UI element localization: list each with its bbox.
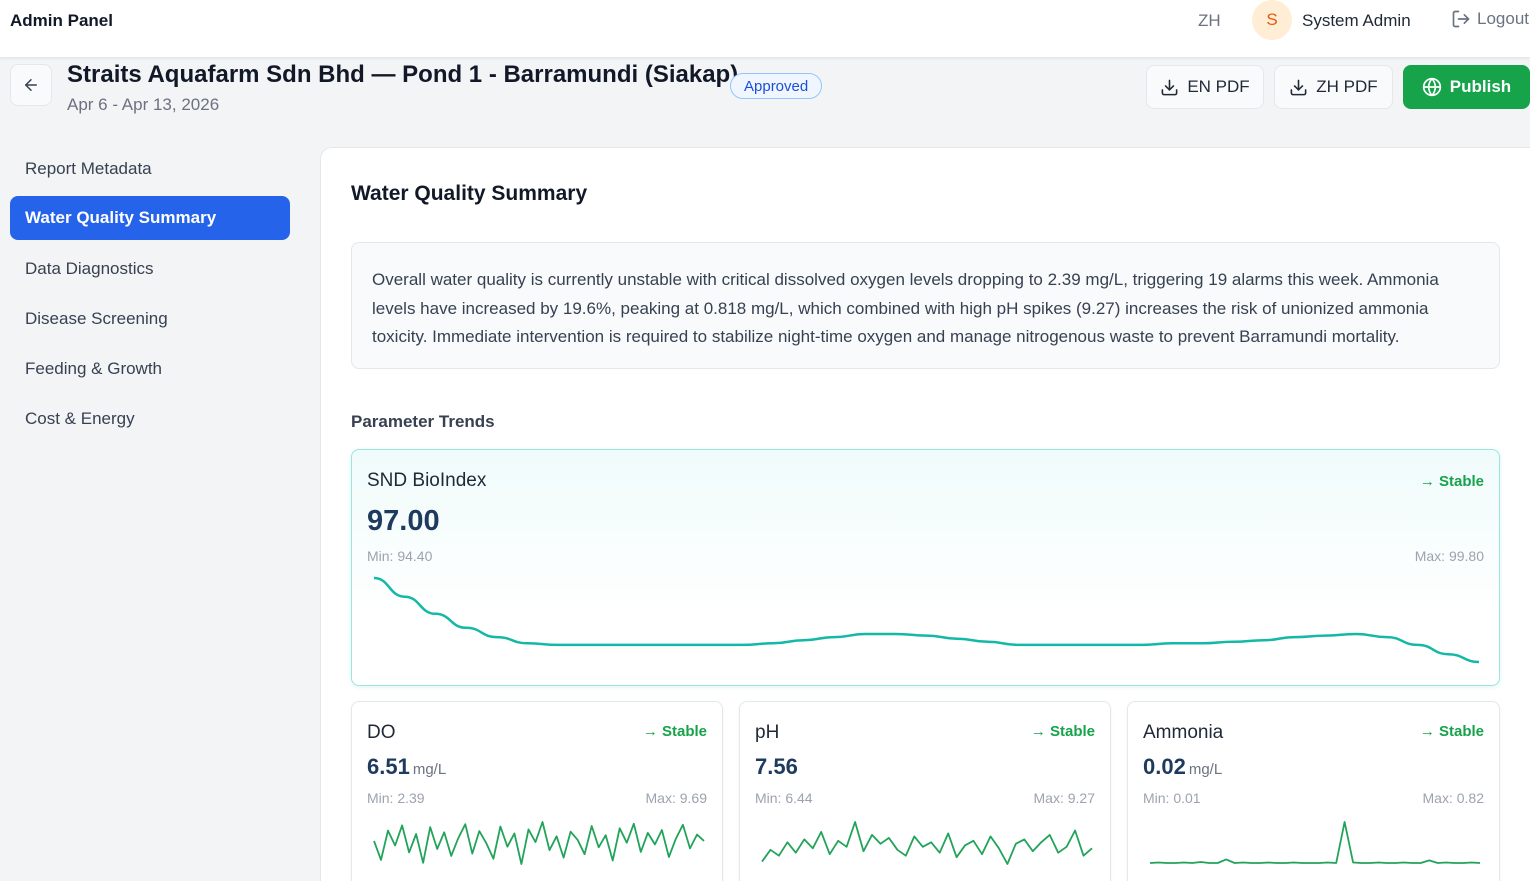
parameter-value: 97.00 [367,505,440,538]
parameter-name: DO [367,722,396,743]
max-value: Max: 99.80 [1414,548,1484,564]
parameter-card-bioindex[interactable]: SND BioIndex → Stable 97.00 Min: 94.40 M… [351,449,1500,686]
trend-indicator: → Stable [1419,473,1484,490]
value-unit: mg/L [412,761,447,778]
series-line [1149,821,1481,864]
parameter-card-do[interactable]: DO → Stable 6.51 mg/L Min: 2.39 Max: 9.69 [351,701,723,881]
sidebar-item-data-diagnostics[interactable]: Data Diagnostics [25,259,154,278]
zh-pdf-button[interactable]: ZH PDF [1274,65,1393,109]
summary-text: Overall water quality is currently unsta… [351,242,1500,369]
download-icon [1290,79,1307,95]
parameter-name: pH [755,722,780,743]
parameter-card-ammonia[interactable]: Ammonia → Stable 0.02 mg/L Min: 0.01 Max:… [1127,701,1500,881]
globe-icon [1422,77,1441,97]
en-pdf-label: EN PDF [1187,77,1250,96]
value-number: 6.51 [367,754,410,779]
sidebar-item-report-metadata[interactable]: Report Metadata [25,159,152,178]
value-number: 7.56 [755,754,798,779]
max-value: Max: 9.27 [1033,790,1095,806]
logout-icon [1452,10,1470,28]
publish-button[interactable]: Publish [1403,65,1530,109]
logout-button[interactable]: Logout [1451,9,1529,29]
max-value: Max: 0.82 [1422,790,1484,806]
back-button[interactable] [10,64,52,106]
ammonia-chart [1149,821,1481,864]
arrow-left-icon [25,79,37,91]
min-value: Min: 94.40 [367,548,433,564]
value-unit: mg/L [1188,761,1223,778]
date-range: Apr 6 - Apr 13, 2026 [67,95,220,114]
publish-label: Publish [1449,77,1512,96]
download-icon [1161,79,1178,95]
section-title: Water Quality Summary [351,182,588,205]
value-number: 97.00 [367,505,440,537]
zh-pdf-label: ZH PDF [1316,77,1378,96]
en-pdf-button[interactable]: EN PDF [1146,65,1264,109]
parameter-name: SND BioIndex [367,470,487,491]
sidebar-item-cost-energy[interactable]: Cost & Energy [25,409,135,428]
value-number: 0.02 [1143,754,1186,779]
parameter-value: 0.02 mg/L [1143,754,1222,780]
parameter-value: 7.56 [755,754,798,780]
parameter-value: 6.51 mg/L [367,754,446,780]
logout-label: Logout [1477,9,1529,28]
top-bar: Admin Panel ZH S System Admin Logout [0,0,1530,58]
brand-title[interactable]: Admin Panel [10,11,113,30]
do-chart [373,821,705,865]
series-line [373,576,1480,664]
trend-indicator: → Stable [1030,723,1095,740]
ph-chart [761,821,1093,865]
trends-title: Parameter Trends [351,412,495,431]
parameter-card-ph[interactable]: pH → Stable 7.56 Min: 6.44 Max: 9.27 [739,701,1111,881]
series-line [373,821,705,865]
page-title: Straits Aquafarm Sdn Bhd — Pond 1 - Barr… [67,61,739,88]
user-name[interactable]: System Admin [1302,11,1411,30]
trend-indicator: → Stable [642,723,707,740]
sidebar-item-water-quality-summary[interactable]: Water Quality Summary [10,196,290,240]
min-value: Min: 2.39 [367,790,425,806]
bioindex-chart [373,576,1480,664]
sidebar-item-feeding-growth[interactable]: Feeding & Growth [25,359,163,378]
parameter-name: Ammonia [1143,722,1224,743]
avatar[interactable]: S [1252,0,1292,40]
max-value: Max: 9.69 [645,790,707,806]
trend-indicator: → Stable [1419,723,1484,740]
language-toggle[interactable]: ZH [1198,11,1221,30]
min-value: Min: 0.01 [1143,790,1201,806]
min-value: Min: 6.44 [755,790,813,806]
sidebar-item-disease-screening[interactable]: Disease Screening [25,309,168,328]
status-badge: Approved [730,73,823,99]
series-line [761,821,1093,865]
